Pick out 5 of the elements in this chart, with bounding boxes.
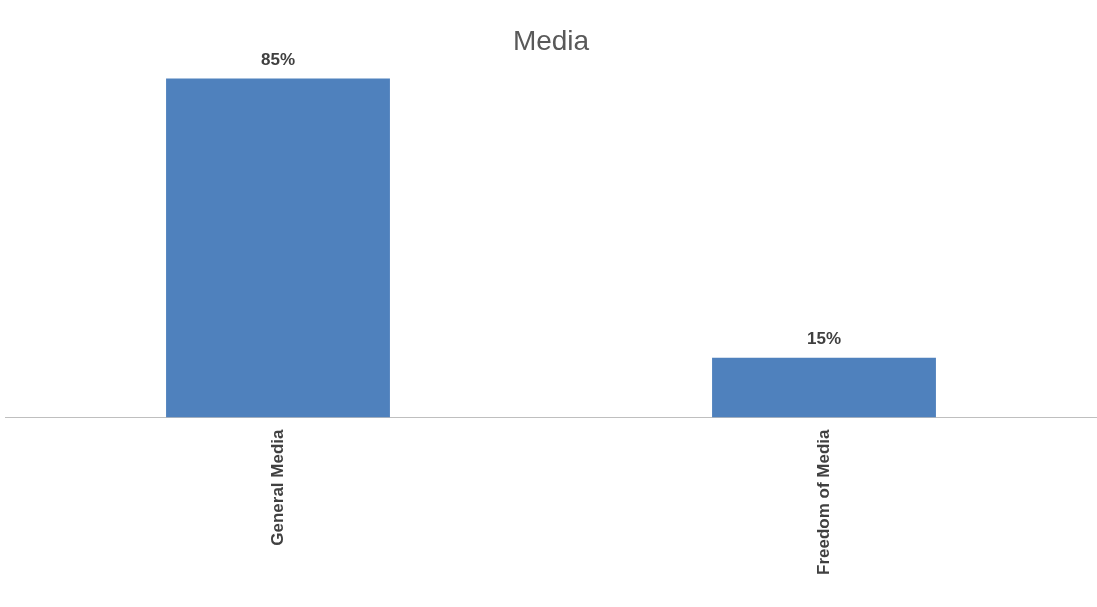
x-tick-label: Freedom of Media [813,429,833,576]
chart-title: Media [512,24,590,56]
data-label: 85% [260,49,296,69]
x-tick-label: General Media [267,429,287,546]
data-label: 15% [806,328,842,348]
